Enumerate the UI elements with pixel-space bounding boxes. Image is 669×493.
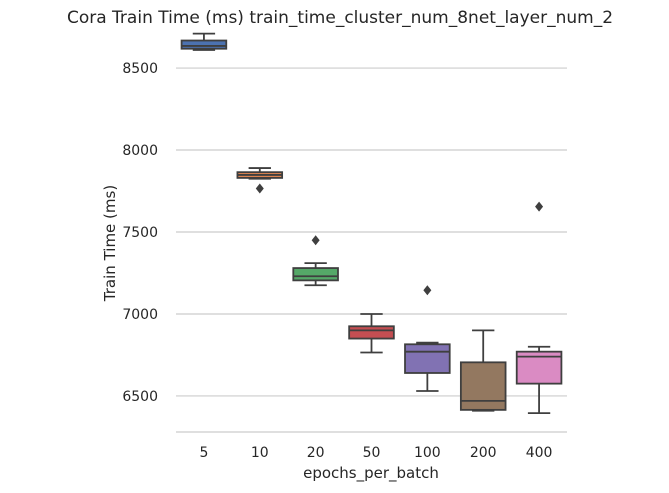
box-10 [236, 167, 284, 194]
box-50 [348, 313, 395, 354]
y-tick-label-8500: 8500 [122, 61, 158, 77]
x-axis-ticks: 5 10 20 50 100 200 400 [199, 445, 552, 461]
box-5 [180, 32, 228, 51]
outlier-point [423, 285, 432, 296]
y-tick-label-7000: 7000 [122, 307, 158, 323]
iqr-box [459, 361, 507, 411]
iqr-box [348, 325, 395, 340]
y-axis-ticks: 6500 7000 7500 8000 8500 [122, 61, 158, 405]
x-tick-label-200: 200 [470, 445, 497, 461]
boxes-group [180, 32, 563, 415]
x-tick-label-10: 10 [251, 445, 269, 461]
box-200 [459, 329, 507, 412]
iqr-box [404, 343, 451, 374]
iqr-box [180, 39, 228, 50]
x-tick-label-20: 20 [307, 445, 325, 461]
box-100 [404, 285, 451, 392]
iqr-box [292, 267, 339, 282]
outlier-point [535, 201, 544, 212]
outlier-point [255, 183, 264, 194]
y-axis-label: Train Time (ms) [101, 185, 119, 302]
x-tick-label-100: 100 [414, 445, 441, 461]
x-tick-label-400: 400 [526, 445, 553, 461]
x-tick-label-5: 5 [199, 445, 208, 461]
outlier-point [311, 235, 320, 246]
box-20 [292, 235, 339, 287]
y-tick-label-6500: 6500 [122, 389, 158, 405]
x-tick-label-50: 50 [363, 445, 381, 461]
x-axis-label: epochs_per_batch [303, 464, 439, 483]
chart-title: Cora Train Time (ms) train_time_cluster_… [67, 8, 613, 28]
box-400 [515, 201, 563, 415]
y-tick-label-8000: 8000 [122, 143, 158, 159]
y-tick-label-7500: 7500 [122, 225, 158, 241]
